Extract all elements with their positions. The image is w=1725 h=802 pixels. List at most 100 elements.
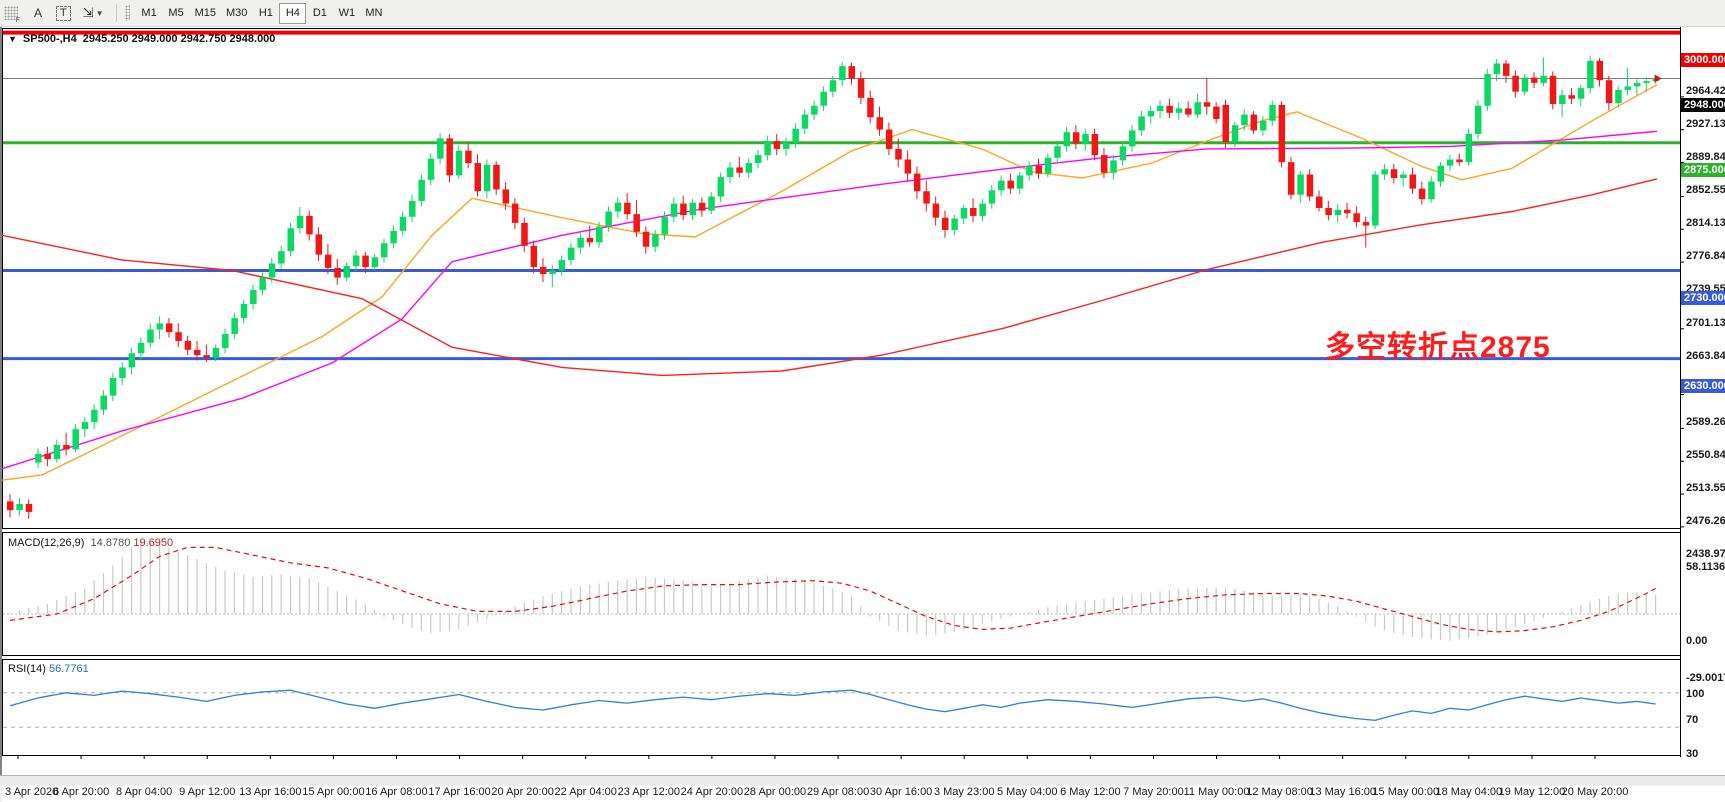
cursor-tool-button[interactable]: ⇲ ▼ xyxy=(77,2,110,24)
chart-ohlc-values: 2945.250 2949.000 2942.750 2948.000 xyxy=(82,33,276,45)
candle-body xyxy=(1633,82,1641,87)
candle-body xyxy=(1568,95,1575,99)
bottom-scroll-strip[interactable] xyxy=(0,775,1725,785)
timeframe-button-d1[interactable]: D1 xyxy=(312,7,327,19)
price-tick-label: 2776.840 xyxy=(1686,250,1725,263)
candle-body xyxy=(839,66,846,81)
ma-mid-magenta-line xyxy=(2,130,1658,470)
candle-body xyxy=(81,422,89,430)
date-label: 28 Apr 00:00 xyxy=(743,786,807,798)
candle-body xyxy=(1269,104,1276,121)
candle-body xyxy=(371,257,379,267)
candle-body xyxy=(764,141,771,156)
candle-body xyxy=(605,211,612,227)
toolbar-drag-handle[interactable]: F xyxy=(4,6,20,24)
timeframe-button-m1[interactable]: M1 xyxy=(141,7,157,19)
candle-body xyxy=(511,203,519,223)
price-tick-label: 2927.130 xyxy=(1686,117,1725,130)
candle-body xyxy=(1007,180,1014,189)
candle-body xyxy=(137,342,145,354)
timeframe-button-m30[interactable]: M30 xyxy=(225,7,248,19)
price-badge-2730.000: 2730.000 xyxy=(1681,290,1725,305)
candle-body xyxy=(960,207,968,219)
candle-body xyxy=(885,129,893,149)
timeframe-button-m5[interactable]: M5 xyxy=(168,7,184,19)
timeframe-button-m15[interactable]: M15 xyxy=(194,7,216,19)
text-box-tool-button[interactable]: T xyxy=(50,2,77,24)
candle-body xyxy=(857,78,865,98)
candle-body xyxy=(1353,213,1360,223)
price-tick-label: 2550.840 xyxy=(1686,449,1725,462)
candle-body xyxy=(352,255,360,267)
candle-body xyxy=(979,203,986,216)
candle-body xyxy=(1287,162,1295,195)
candle-body xyxy=(1166,105,1173,113)
candle-body xyxy=(1119,146,1127,161)
candle-body xyxy=(829,80,837,92)
date-label: 5 May 04:00 xyxy=(996,786,1058,798)
timeframe-button-mn[interactable]: MN xyxy=(365,7,383,19)
candle-body xyxy=(913,173,921,192)
candle-body xyxy=(1540,75,1547,83)
date-label: 11 May 00:00 xyxy=(1183,786,1250,798)
candle-body xyxy=(343,266,351,278)
date-label: 6 May 12:00 xyxy=(1060,786,1121,798)
candle-body xyxy=(1521,77,1529,92)
date-label: 24 Apr 20:00 xyxy=(680,786,744,798)
candle-body xyxy=(493,164,500,190)
candle-body xyxy=(91,409,98,423)
timeframe-button-w1[interactable]: W1 xyxy=(338,7,356,19)
text-label-tool-button[interactable]: A xyxy=(33,6,42,20)
candle-body xyxy=(1185,108,1192,115)
date-label: 3 May 23:00 xyxy=(933,786,995,798)
price-tick-label: 2701.130 xyxy=(1686,316,1725,329)
candle-body xyxy=(1559,95,1566,105)
candle-body xyxy=(1605,80,1613,104)
candle-body xyxy=(1044,157,1052,174)
top-toolbar: F A T ⇲ ▼ M1 M5 M15 M30 H1 H4 D1 W1 MN xyxy=(0,0,1725,27)
timeframe-button-h4[interactable]: H4 xyxy=(279,2,307,24)
symbol-dropdown-icon[interactable]: ▼ xyxy=(8,34,17,44)
candle-body xyxy=(670,203,678,217)
date-label: 16 Apr 08:00 xyxy=(365,786,428,798)
date-label: 19 May 12:00 xyxy=(1498,786,1566,798)
candle-body xyxy=(708,196,715,211)
candle-body xyxy=(568,247,575,260)
price-badge-2875.000: 2875.000 xyxy=(1681,162,1725,177)
candle-body xyxy=(1072,132,1080,144)
rsi-line xyxy=(9,689,1656,721)
candle-body xyxy=(773,141,781,149)
candle-body xyxy=(586,237,594,243)
candle-body xyxy=(25,503,33,512)
candle-body xyxy=(1175,108,1183,113)
candle-body xyxy=(1231,125,1239,142)
rsi-indicator-label: RSI(14) 56.7761 xyxy=(8,663,89,675)
time-axis[interactable]: 3 Apr 2020 6 Apr 20:00 8 Apr 04:00 9 Apr 12… xyxy=(2,786,1725,802)
toolbar-f-label: F xyxy=(15,17,20,24)
candle-body xyxy=(1035,165,1042,174)
candle-body xyxy=(240,304,248,319)
date-label: 7 May 20:00 xyxy=(1123,786,1184,798)
candle-body xyxy=(1063,132,1071,147)
candle-body xyxy=(1147,111,1155,117)
chart-window[interactable]: ▼ SP500-,H4 2945.250 2949.000 2942.750 2… xyxy=(0,27,1725,802)
candle-body xyxy=(455,150,463,176)
candle-body xyxy=(109,378,117,396)
candle-body xyxy=(250,289,257,305)
candle-body xyxy=(446,138,453,176)
candle-body xyxy=(1437,165,1445,182)
candle-body xyxy=(1250,114,1258,131)
candle-body xyxy=(783,142,790,149)
macd-tick-label: 58.1136 xyxy=(1686,560,1725,573)
candle-body xyxy=(1643,81,1650,83)
candle-body xyxy=(1157,105,1164,112)
candle-body xyxy=(165,323,173,333)
candle-body xyxy=(334,267,341,278)
timeframe-button-group: M1 M5 M15 M30 H1 H4 D1 W1 MN xyxy=(136,2,388,24)
candle-body xyxy=(1512,75,1519,92)
timeframe-button-h1[interactable]: H1 xyxy=(258,7,273,19)
candle-body xyxy=(1493,63,1501,75)
timeframe-toolbar-grip[interactable] xyxy=(124,5,130,21)
price-tick-label: 2663.840 xyxy=(1686,349,1725,362)
price-chart-canvas[interactable] xyxy=(2,27,1725,775)
